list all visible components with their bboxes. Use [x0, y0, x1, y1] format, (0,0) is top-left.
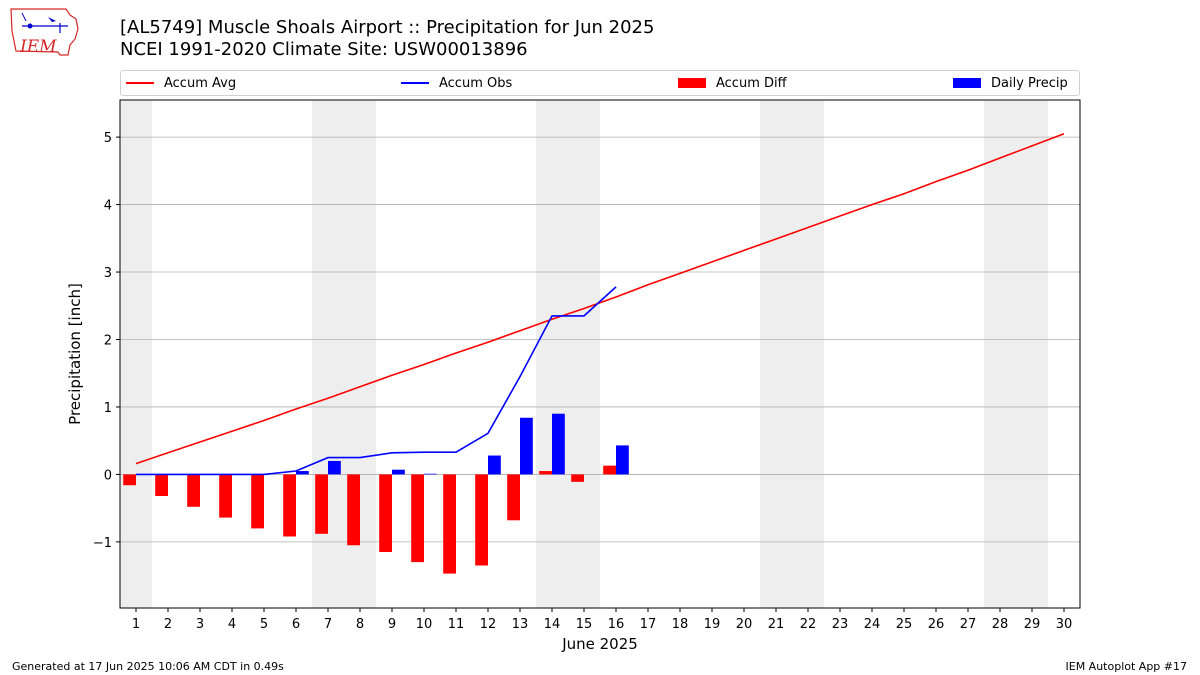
- x-tick-label: 20: [736, 617, 753, 632]
- legend-item-accum-diff: Accum Diff: [678, 71, 787, 95]
- x-tick-label: 30: [1056, 617, 1073, 632]
- accum-diff-bar: [315, 474, 328, 534]
- x-tick-label: 9: [388, 617, 396, 632]
- x-axis-label: June 2025: [561, 635, 638, 653]
- y-axis-label: Precipitation [inch]: [66, 283, 84, 425]
- legend-swatch-accum-obs: [401, 82, 429, 84]
- accum-diff-bar: [219, 474, 232, 518]
- x-tick-label: 21: [768, 617, 785, 632]
- weekend-band: [760, 100, 792, 608]
- accum-diff-bar: [411, 474, 424, 563]
- legend-label-accum-avg: Accum Avg: [164, 75, 237, 91]
- accum-obs-line: [136, 286, 617, 476]
- accum-diff-bar: [507, 474, 520, 521]
- weekend-band: [792, 100, 824, 608]
- daily-precip-bar: [616, 445, 629, 475]
- x-tick-label: 10: [416, 617, 433, 632]
- y-tick-label: 0: [104, 468, 112, 483]
- x-tick-label: 26: [928, 617, 945, 632]
- iem-logo: IEM: [8, 5, 82, 59]
- accum-diff-bar: [283, 474, 296, 537]
- legend-swatch-accum-avg: [126, 82, 154, 84]
- accum-diff-bar: [187, 474, 200, 507]
- chart-subtitle: NCEI 1991-2020 Climate Site: USW00013896: [120, 39, 528, 60]
- x-tick-label: 22: [800, 617, 817, 632]
- x-tick-label: 27: [960, 617, 977, 632]
- legend-item-daily-precip: Daily Precip: [953, 71, 1068, 95]
- x-tick-label: 6: [292, 617, 300, 632]
- daily-precip-bar: [488, 455, 501, 475]
- legend-item-accum-obs: Accum Obs: [401, 71, 512, 95]
- x-tick-label: 12: [480, 617, 497, 632]
- x-tick-label: 11: [448, 617, 465, 632]
- accum-diff-bar: [251, 474, 264, 529]
- legend-swatch-daily-precip: [953, 78, 981, 88]
- accum-diff-bar: [603, 465, 616, 475]
- daily-precip-bar: [392, 469, 405, 475]
- y-tick-label: −1: [93, 536, 112, 551]
- x-tick-label: 25: [896, 617, 913, 632]
- x-tick-label: 7: [324, 617, 332, 632]
- chart-title: [AL5749] Muscle Shoals Airport :: Precip…: [120, 17, 655, 38]
- weekend-band: [120, 100, 152, 608]
- x-tick-label: 29: [1024, 617, 1041, 632]
- x-tick-label: 4: [228, 617, 236, 632]
- x-tick-label: 8: [356, 617, 364, 632]
- accum-avg-line: [135, 132, 1065, 465]
- accum-diff-bar: [347, 474, 360, 546]
- daily-precip-bar: [328, 460, 341, 475]
- accum-diff-bar: [123, 474, 136, 486]
- x-tick-label: 1: [132, 617, 140, 632]
- y-tick-label: 4: [104, 199, 112, 214]
- y-tick-label: 3: [104, 266, 112, 281]
- autoplot-app-id: IEM Autoplot App #17: [1065, 660, 1188, 673]
- iowa-map-icon: [10, 8, 79, 56]
- chart-legend: Accum Avg Accum Obs Accum Diff Daily Pre…: [120, 70, 1080, 96]
- legend-item-accum-avg: Accum Avg: [126, 71, 236, 95]
- accum-diff-bar: [443, 474, 456, 574]
- accum-diff-bar: [475, 474, 488, 566]
- plot-frame: [119, 99, 1081, 609]
- x-tick-label: 5: [260, 617, 268, 632]
- weekend-band: [1016, 100, 1048, 608]
- y-tick-label: 1: [104, 401, 112, 416]
- legend-swatch-accum-diff: [678, 78, 706, 88]
- logo-text: IEM: [20, 37, 57, 57]
- daily-precip-bar: [296, 471, 309, 475]
- weekend-band: [536, 100, 568, 608]
- x-tick-label: 23: [832, 617, 849, 632]
- legend-label-accum-obs: Accum Obs: [439, 75, 513, 91]
- x-tick-label: 15: [576, 617, 593, 632]
- x-tick-label: 28: [992, 617, 1009, 632]
- accum-diff-bar: [379, 474, 392, 553]
- legend-label-accum-diff: Accum Diff: [716, 75, 787, 91]
- y-tick-label: 2: [104, 333, 112, 348]
- accum-diff-bar: [155, 474, 168, 497]
- x-tick-label: 24: [864, 617, 881, 632]
- accum-diff-bar: [571, 474, 584, 482]
- legend-label-daily-precip: Daily Precip: [991, 75, 1068, 91]
- daily-precip-bar: [520, 417, 533, 475]
- daily-precip-bar: [552, 413, 565, 475]
- weekend-band: [984, 100, 1016, 608]
- x-tick-label: 13: [512, 617, 529, 632]
- x-tick-label: 18: [672, 617, 689, 632]
- generated-timestamp: Generated at 17 Jun 2025 10:06 AM CDT in…: [12, 660, 284, 673]
- daily-precip-bar: [424, 473, 437, 475]
- x-tick-label: 3: [196, 617, 204, 632]
- weekend-band: [568, 100, 600, 608]
- y-tick-label: 5: [104, 131, 112, 146]
- x-tick-label: 14: [544, 617, 561, 632]
- x-tick-label: 19: [704, 617, 721, 632]
- accum-diff-bar: [539, 471, 552, 475]
- x-tick-label: 2: [164, 617, 172, 632]
- x-tick-label: 16: [608, 617, 625, 632]
- x-tick-label: 17: [640, 617, 657, 632]
